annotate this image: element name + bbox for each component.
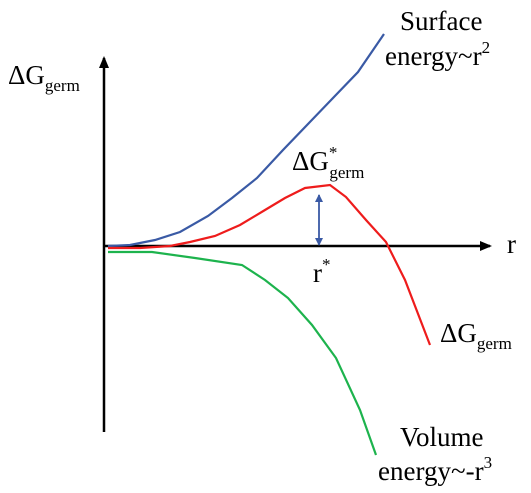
critical-radius-label: r*	[313, 255, 331, 288]
total-energy-label: ΔGgerm	[440, 318, 512, 353]
volume-energy-curve	[108, 250, 378, 456]
x-axis-label: r	[507, 229, 516, 259]
volume-energy-label-line1: Volume	[400, 422, 484, 452]
surface-energy-label-line2: energy~r2	[385, 38, 490, 71]
volume-energy-label-line2: energy~-r3	[378, 453, 492, 486]
barrier-label: ΔG* germ	[292, 143, 364, 182]
y-axis-label: ΔGgerm	[8, 60, 80, 95]
surface-energy-label-line1: Surface	[400, 6, 482, 36]
total-energy-curve	[108, 183, 432, 346]
surface-energy-curve	[107, 33, 385, 248]
